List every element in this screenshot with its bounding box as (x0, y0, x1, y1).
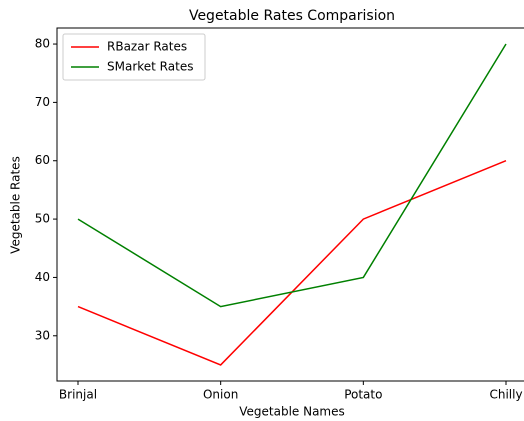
legend-label: RBazar Rates (107, 40, 187, 54)
y-tick-label: 60 (35, 153, 50, 167)
x-tick-label: Potato (344, 388, 382, 402)
x-tick-label: Brinjal (59, 388, 97, 402)
y-tick-label: 40 (35, 270, 50, 284)
line-series (77, 43, 507, 308)
y-tick-label: 30 (35, 328, 50, 342)
y-axis-label: Vegetable Rates (9, 156, 23, 254)
plot-frame (56, 27, 524, 382)
x-tick-label: Onion (203, 388, 238, 402)
x-tick-label: Chilly (489, 388, 522, 402)
x-axis-label: Vegetable Names (239, 405, 345, 419)
y-tick-label: 70 (35, 95, 50, 109)
y-tick-label: 50 (35, 212, 50, 226)
line-series (77, 160, 507, 366)
chart-title: Vegetable Rates Comparision (189, 8, 395, 24)
legend-label: SMarket Rates (107, 60, 193, 74)
y-tick-label: 80 (35, 37, 50, 51)
legend-box (62, 33, 206, 81)
